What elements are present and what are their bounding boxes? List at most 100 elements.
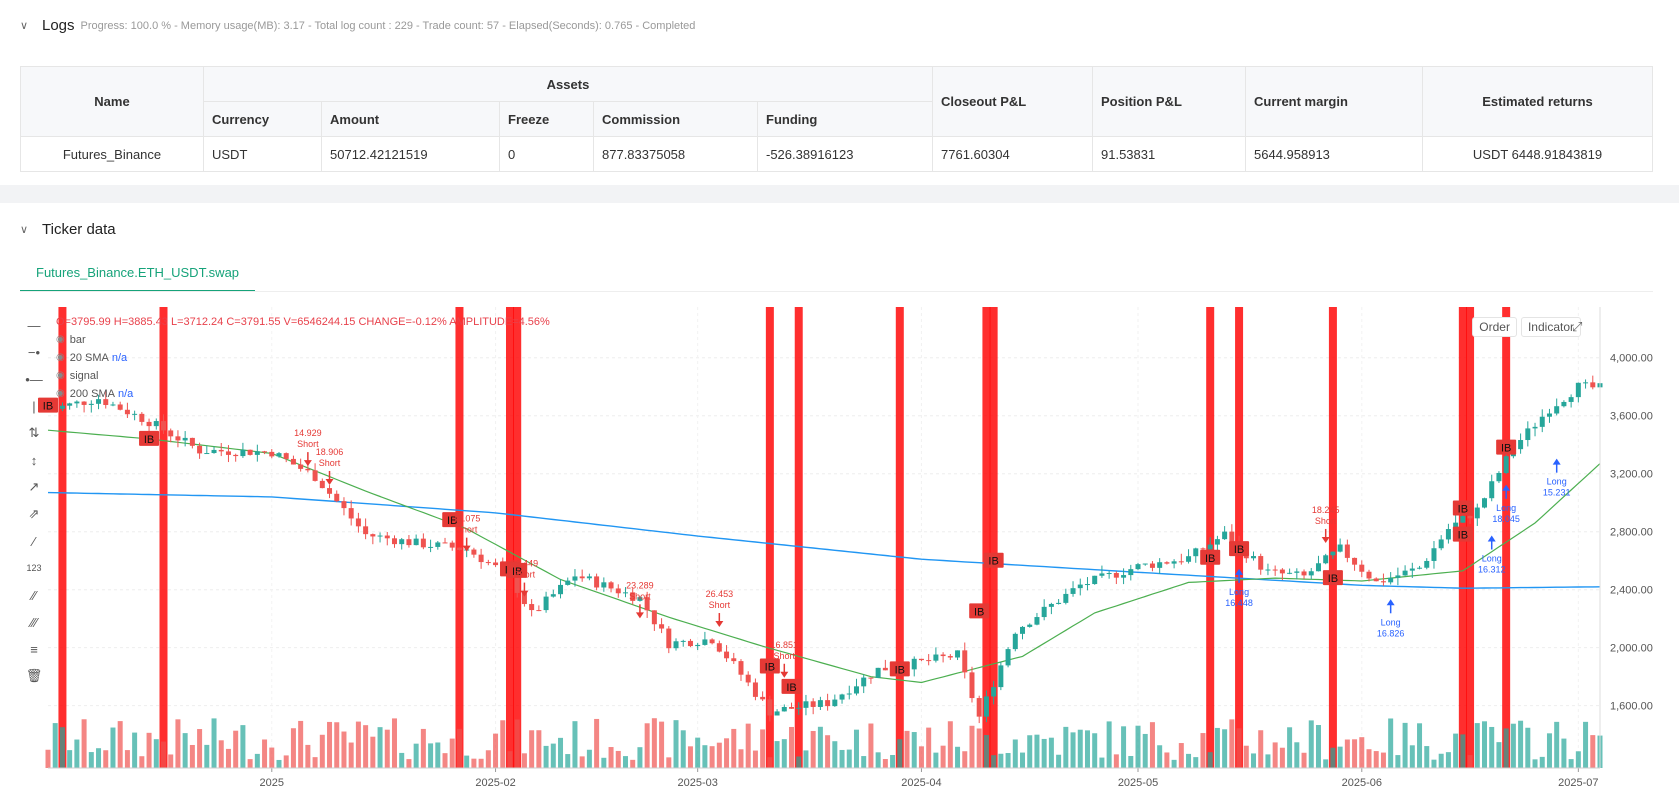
candle-body [1142, 563, 1148, 565]
candle-body [197, 445, 203, 454]
trade-side: Short [297, 439, 319, 449]
fib-icon[interactable]: 123 [26, 563, 42, 573]
trash-icon[interactable]: 🗑 [25, 668, 43, 683]
chevron-down-icon[interactable]: ∨ [20, 224, 29, 236]
col-commission: Commission [593, 101, 758, 137]
candle-body [882, 667, 888, 671]
col-amount: Amount [321, 101, 500, 137]
trade-value: 14.929 [294, 428, 322, 438]
signal-bar [159, 307, 168, 768]
trade-markers: IBIBIBIBIBIBIBIBIBIBIBIBIBIBIBIB14.929Sh… [38, 397, 1570, 694]
eye-icon[interactable]: ◉ [56, 370, 65, 381]
candle-body [716, 643, 722, 652]
candle-body [1092, 575, 1098, 585]
x-tick-label: 2025 [260, 777, 284, 789]
order-button[interactable]: Order [1472, 317, 1517, 337]
ticker-header[interactable]: ∨ Ticker data [20, 221, 116, 238]
legend-item-sma20[interactable]: ◉ 20 SMA n/a [56, 349, 550, 367]
ib-badge [1496, 439, 1517, 455]
volume-bar [67, 750, 73, 768]
volume-bar [1048, 737, 1054, 768]
volume-bar [810, 730, 816, 768]
chevron-down-icon[interactable]: ∨ [20, 20, 29, 32]
volume-bar [1510, 723, 1516, 768]
trade-side: Short [629, 591, 651, 601]
vertical-segment-icon[interactable]: ↕ [30, 452, 38, 468]
multi-channel-icon[interactable]: ∕∕∕ [30, 614, 38, 630]
candle-body [355, 518, 361, 527]
volume-bar [1482, 721, 1488, 768]
volume-bar [1568, 759, 1574, 768]
volume-bar [680, 730, 686, 768]
segment-icon[interactable]: ∕ [32, 533, 36, 549]
volume-bar [327, 721, 333, 768]
candle-body [594, 576, 600, 588]
trade-side: Short [709, 600, 731, 610]
volume-bar [312, 757, 318, 768]
ray-icon[interactable]: ⇗ [28, 506, 40, 521]
tab-eth-usdt-swap[interactable]: Futures_Binance.ETH_USDT.swap [20, 256, 256, 292]
legend-item-signal[interactable]: ◉ signal [56, 367, 550, 385]
candle-body [1294, 571, 1300, 573]
eye-icon[interactable]: ◉ [56, 388, 65, 399]
signal-bar [58, 307, 67, 768]
volume-bar [947, 721, 953, 768]
volume-bar [651, 718, 657, 768]
trade-side: Short [774, 651, 796, 661]
volume-bar [781, 739, 787, 768]
vertical-ray-icon[interactable]: ⇅ [28, 425, 40, 440]
candle-body [283, 453, 289, 459]
trade-side: Short [514, 570, 536, 580]
volume-bar [926, 727, 932, 768]
eye-icon[interactable]: ◉ [56, 352, 65, 363]
volume-bar [1157, 745, 1163, 768]
volume-bar [543, 745, 549, 768]
parallel-channel-icon[interactable]: ∕∕ [31, 587, 37, 603]
volume-bar [1496, 742, 1502, 768]
volume-bar [637, 747, 643, 768]
ib-label: IB [512, 566, 522, 578]
horizontal-line-icon[interactable]: −• [27, 344, 41, 360]
volume-bar [745, 723, 751, 768]
candle-body [983, 696, 989, 717]
volume-bar [1337, 746, 1343, 768]
vertical-line-icon[interactable]: | [32, 398, 36, 414]
legend-item-bar[interactable]: ◉ bar [56, 331, 550, 349]
candle-body [1214, 539, 1220, 545]
expand-icon[interactable]: ⤢ [1572, 319, 1583, 334]
candle-body [767, 699, 773, 716]
ib-label: IB [1458, 530, 1468, 542]
crosshair-icon[interactable]: — [27, 317, 41, 333]
candle-body [1323, 555, 1329, 564]
legend-item-sma200[interactable]: ◉ 200 SMA n/a [56, 385, 550, 403]
volume-bar [601, 757, 607, 768]
candle-body [471, 549, 477, 555]
volume-bar [1287, 727, 1293, 768]
short-arrow-head [303, 460, 312, 467]
short-arrow-head [635, 612, 644, 619]
volume-bar [341, 731, 347, 768]
candle-body [853, 686, 859, 694]
volume-bar [1395, 755, 1401, 768]
horizontal-ray-icon[interactable]: •— [25, 371, 43, 387]
settings-lines-icon[interactable]: ≡ [30, 641, 38, 657]
volume-bar [1056, 754, 1062, 768]
volume-bar [507, 751, 513, 768]
legend-label: bar [69, 334, 86, 346]
candle-body [1532, 426, 1538, 429]
candle-body [1041, 606, 1047, 618]
eye-icon[interactable]: ◉ [56, 334, 65, 345]
candle-body [1251, 556, 1257, 559]
volume-bar [1272, 742, 1278, 768]
indicator-button[interactable]: Indicator [1520, 317, 1581, 337]
candle-body [586, 576, 592, 579]
col-currency: Currency [203, 101, 322, 137]
candle-body [608, 582, 614, 589]
logs-header[interactable]: ∨ Logs Progress: 100.0 % - Memory usage(… [20, 17, 695, 34]
trend-line-icon[interactable]: ↗ [28, 479, 40, 494]
volume-bar [521, 753, 527, 768]
volume-bar [1113, 754, 1119, 768]
volume-bar [969, 725, 975, 768]
candle-body [918, 658, 924, 661]
